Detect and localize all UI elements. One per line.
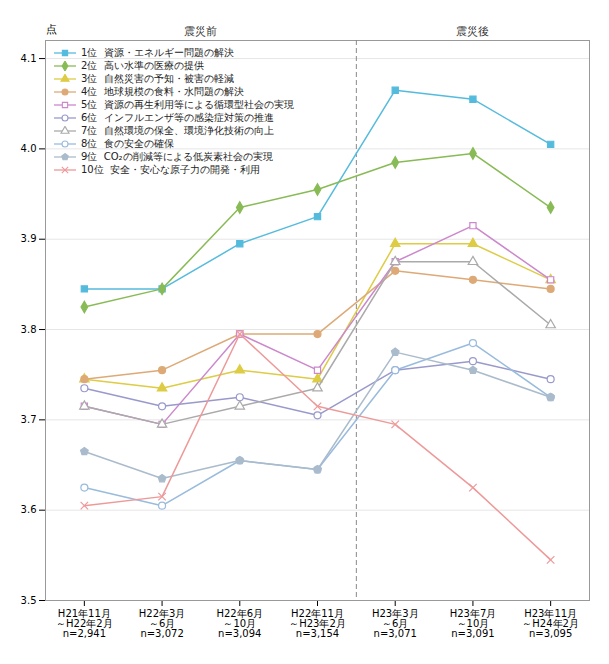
svg-text:4.1: 4.1 [21,53,37,64]
svg-text:震災後: 震災後 [456,25,489,38]
svg-text:点: 点 [46,23,57,36]
svg-text:3.7: 3.7 [21,414,37,425]
svg-text:H21年11月～H22年2月n=2,941: H21年11月～H22年2月n=2,941 [56,608,113,639]
html-text:8位 食の安全の確保: 8位 食の安全の確保 [81,137,174,149]
svg-text:H23年7月～10月n=3,091: H23年7月～10月n=3,091 [450,608,497,639]
html-text:3位 自然災害の予知・被害の軽減: 3位 自然災害の予知・被害の軽減 [81,72,234,84]
svg-text:H23年3月～6月n=3,071: H23年3月～6月n=3,071 [372,608,419,639]
html-text:9位 CO₂の削減等による低炭素社会の実現: 9位 CO₂の削減等による低炭素社会の実現 [81,150,273,162]
html-text:2位 高い水準の医療の提供: 2位 高い水準の医療の提供 [81,59,204,71]
html-text:1位 資源・エネルギー問題の解決: 1位 資源・エネルギー問題の解決 [81,46,234,58]
html-text:4位 地球規模の食料・水問題の解決: 4位 地球規模の食料・水問題の解決 [81,85,244,97]
svg-text:H22年11月～H23年2月n=3,154: H22年11月～H23年2月n=3,154 [289,608,346,639]
html-text:6位 インフルエンザ等の感染症対策の推進: 6位 インフルエンザ等の感染症対策の推進 [81,111,274,123]
svg-text:3.9: 3.9 [21,233,37,244]
svg-text:震災前: 震災前 [184,25,217,38]
html-text:10位 安全・安心な原子力の開発・利用: 10位 安全・安心な原子力の開発・利用 [81,163,261,175]
svg-text:4.0: 4.0 [21,143,37,154]
html-text:5位 資源の再生利用等による循環型社会の実現: 5位 資源の再生利用等による循環型社会の実現 [81,98,294,110]
svg-text:3.6: 3.6 [21,504,37,515]
svg-text:H23年11月～H24年2月n=3,095: H23年11月～H24年2月n=3,095 [522,608,579,639]
svg-text:3.8: 3.8 [21,324,37,335]
svg-text:H22年3月～6月n=3,072: H22年3月～6月n=3,072 [139,608,186,639]
svg-text:H22年6月～10月n=3,094: H22年6月～10月n=3,094 [216,608,263,639]
html-text:7位 自然環境の保全、環境浄化技術の向上: 7位 自然環境の保全、環境浄化技術の向上 [81,124,274,136]
svg-text:3.5: 3.5 [21,595,37,606]
